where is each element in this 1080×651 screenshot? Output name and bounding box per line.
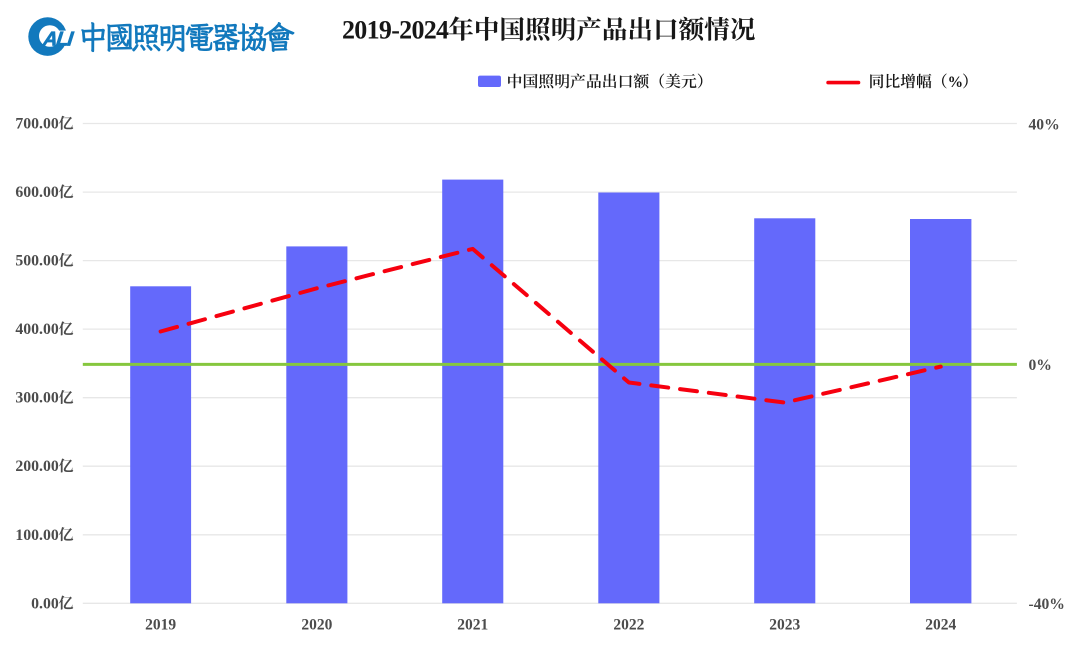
svg-text:700.00: 700.00 [15, 116, 59, 133]
svg-text:100.00: 100.00 [15, 527, 59, 544]
svg-text:600.00: 600.00 [15, 184, 59, 201]
svg-text:300.00: 300.00 [15, 390, 59, 407]
svg-text:2020: 2020 [301, 617, 332, 634]
svg-text:-40%: -40% [1029, 596, 1065, 613]
svg-text:40%: 40% [1029, 116, 1060, 133]
svg-text:2022: 2022 [613, 617, 644, 634]
svg-text:ALI: ALI [41, 28, 75, 50]
svg-text:2019: 2019 [145, 617, 176, 634]
svg-text:0.00: 0.00 [31, 595, 59, 612]
svg-text:500.00: 500.00 [15, 253, 59, 270]
svg-text:%: % [948, 74, 963, 91]
svg-text:2024: 2024 [925, 617, 956, 634]
svg-text:2019-2024: 2019-2024 [342, 16, 449, 45]
svg-text:400.00: 400.00 [15, 321, 59, 338]
svg-text:2021: 2021 [457, 617, 488, 634]
svg-text:200.00: 200.00 [15, 458, 59, 475]
svg-text:0%: 0% [1029, 357, 1052, 374]
svg-text:2023: 2023 [769, 617, 800, 634]
